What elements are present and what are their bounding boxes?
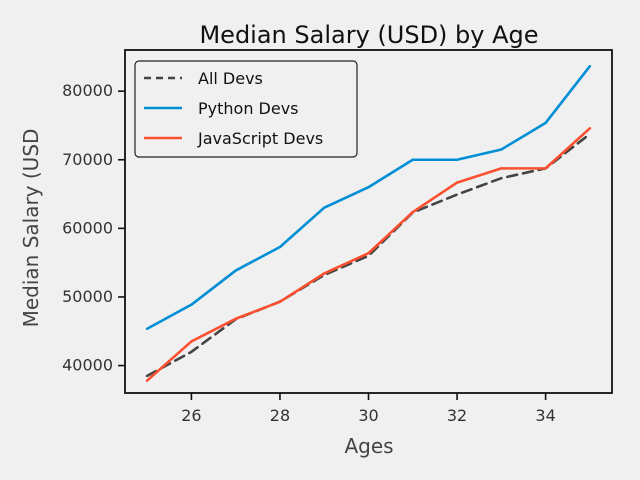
y-tick-label-80000: 80000: [62, 81, 113, 100]
legend-box: [134, 60, 358, 158]
y-axis-label: Median Salary (USD: [19, 129, 43, 328]
y-tick-label-50000: 50000: [62, 287, 113, 306]
y-tick-label-40000: 40000: [62, 356, 113, 375]
tick-layer: 26 28 30 32 34 40000 50000 60000 70000 80000: [62, 81, 556, 425]
legend-label-javascript-devs: JavaScript Devs: [197, 129, 323, 148]
series-line-javascript-devs: [145, 127, 592, 382]
legend-label-python-devs: Python Devs: [198, 99, 299, 118]
chart-title: Median Salary (USD) by Age: [199, 21, 538, 49]
x-tick-label-30: 30: [358, 406, 378, 425]
x-tick-label-32: 32: [447, 406, 467, 425]
y-tick-label-60000: 60000: [62, 218, 113, 237]
legend: All Devs Python Devs JavaScript Devs: [134, 60, 358, 158]
x-axis-label: Ages: [344, 434, 393, 458]
x-tick-label-26: 26: [181, 406, 201, 425]
series-line-python-devs: [145, 64, 592, 331]
series-line-all-devs: [145, 132, 592, 378]
plot-lines-layer: [145, 64, 592, 382]
x-tick-label-28: 28: [270, 406, 290, 425]
x-tick-label-34: 34: [535, 406, 555, 425]
legend-label-all-devs: All Devs: [198, 69, 263, 88]
y-tick-label-70000: 70000: [62, 150, 113, 169]
